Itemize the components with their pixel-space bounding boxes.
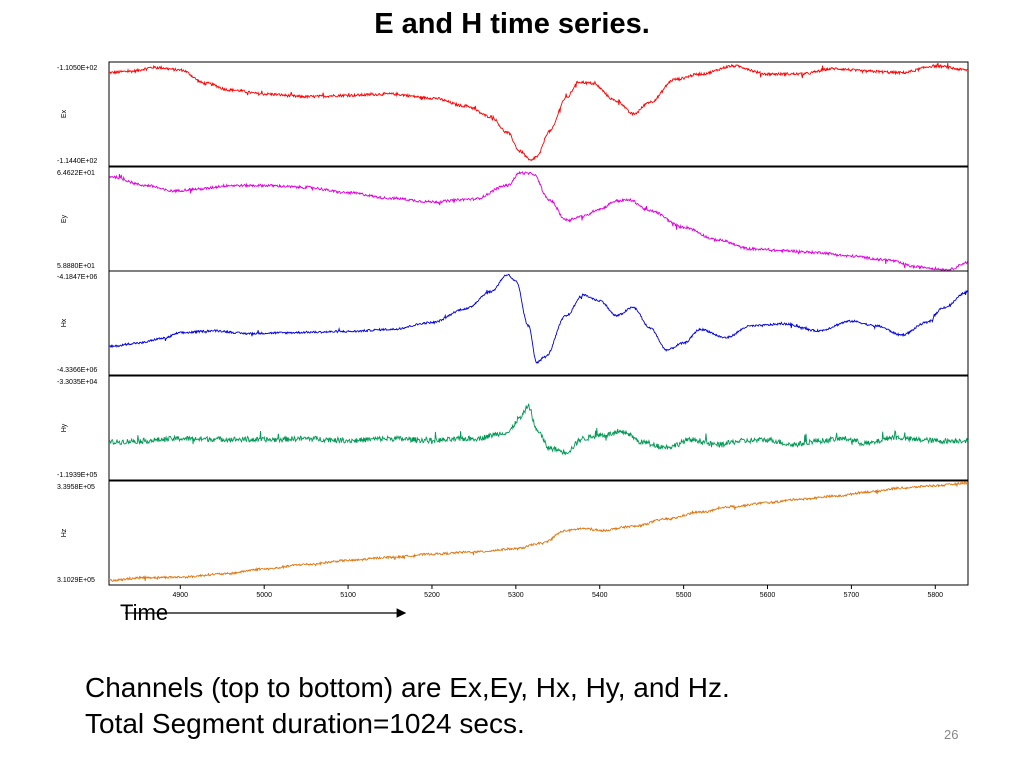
time-axis-label: Time xyxy=(120,600,169,625)
x-tick-label-5100: 5100 xyxy=(340,592,356,599)
channel-label-hx: Hx xyxy=(61,318,68,327)
series-line-hy xyxy=(108,403,969,456)
ymax-label-ey: 6.4622E+01 xyxy=(57,170,95,177)
series-line-ex xyxy=(108,62,969,162)
ymin-label-ex: -1.1440E+02 xyxy=(57,158,97,165)
series-line-ey xyxy=(108,170,969,271)
page-number: 26 xyxy=(944,727,959,742)
panel-frame-ex xyxy=(108,61,969,167)
x-tick-label-5700: 5700 xyxy=(844,592,860,599)
channel-label-hz: Hz xyxy=(61,528,68,537)
x-tick-label-5500: 5500 xyxy=(676,592,692,599)
x-tick-label-5800: 5800 xyxy=(927,592,943,599)
page-title: E and H time series. xyxy=(374,8,650,40)
x-tick-label-5300: 5300 xyxy=(508,592,524,599)
panel-frame-hx xyxy=(108,270,969,376)
panel-frame-hy xyxy=(108,375,969,481)
x-tick-label-5000: 5000 xyxy=(256,592,272,599)
series-line-hz xyxy=(108,481,969,583)
x-tick-label-4900: 4900 xyxy=(173,592,189,599)
panel-ey: 6.4622E+01 5.8880E+01 Ey xyxy=(57,166,969,272)
panel-ex: -1.1050E+02 -1.1440E+02 Ex xyxy=(57,61,969,167)
caption: Channels (top to bottom) are Ex,Ey, Hx, … xyxy=(85,670,730,742)
channel-label-hy: Hy xyxy=(61,423,68,432)
timeseries-chart: -1.1050E+02 -1.1440E+02 Ex 6.4622E+01 5.8880… xyxy=(57,61,969,618)
ymin-label-hz: 3.1029E+05 xyxy=(57,577,95,584)
channel-label-ex: Ex xyxy=(61,109,68,118)
ymin-label-hx: -4.3366E+06 xyxy=(57,367,97,374)
panel-hy: -3.3035E+04 -1.1939E+05 Hy xyxy=(57,375,969,481)
x-tick-label-5400: 5400 xyxy=(592,592,608,599)
ymin-label-ey: 5.8880E+01 xyxy=(57,263,95,270)
ymin-label-hy: -1.1939E+05 xyxy=(57,472,97,479)
x-tick-label-5600: 5600 xyxy=(760,592,776,599)
ymax-label-ex: -1.1050E+02 xyxy=(57,65,97,72)
ymax-label-hz: 3.3958E+05 xyxy=(57,484,95,491)
ymax-label-hy: -3.3035E+04 xyxy=(57,379,97,386)
panel-frame-ey xyxy=(108,166,969,272)
caption-line-1: Channels (top to bottom) are Ex,Ey, Hx, … xyxy=(85,672,730,703)
panel-hz: 3.3958E+05 3.1029E+05 Hz xyxy=(57,480,969,586)
x-tick-label-5200: 5200 xyxy=(424,592,440,599)
panel-frame-hz xyxy=(108,480,969,586)
panel-hx: -4.1847E+06 -4.3366E+06 Hx xyxy=(57,270,969,376)
caption-line-2: Total Segment duration=1024 secs. xyxy=(85,708,525,739)
channel-label-ey: Ey xyxy=(61,214,68,223)
ymax-label-hx: -4.1847E+06 xyxy=(57,274,97,281)
series-line-hx xyxy=(108,273,969,364)
